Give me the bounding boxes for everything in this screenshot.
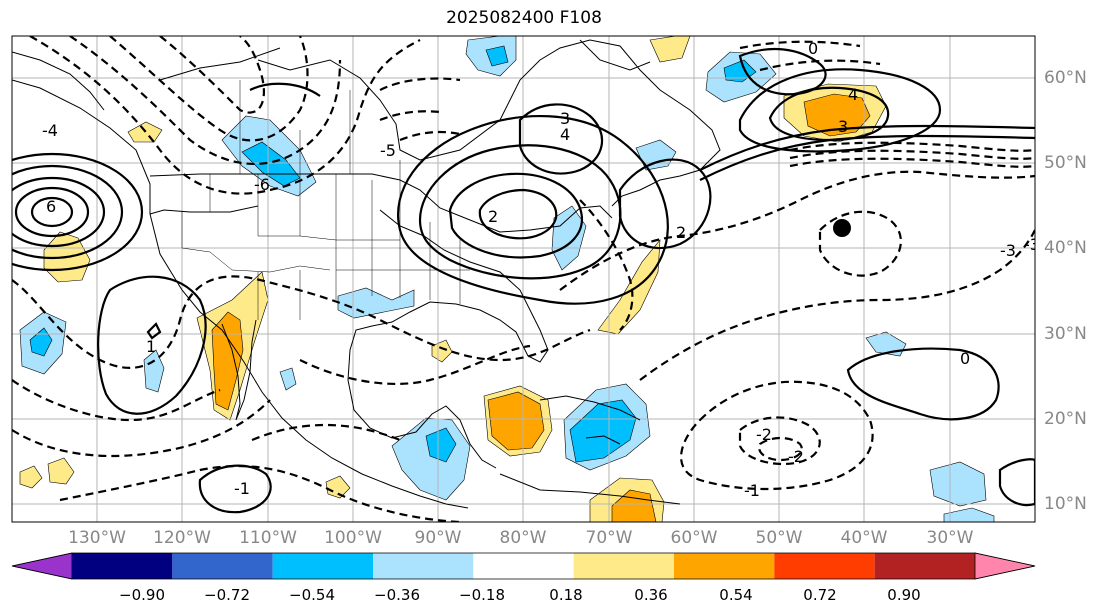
contour-label: 0 [808,39,818,58]
contour-label: -2 [756,425,772,444]
longitude-label: 90°W [414,528,462,548]
contour-label: -1 [234,479,250,498]
colorbar [11,552,1036,580]
latitude-label: 30°N [1044,324,1087,344]
longitude-label: 50°W [755,528,803,548]
shade-blue [569,399,637,463]
longitude-label: 30°W [926,528,974,548]
shade-blue [29,327,53,357]
colorbar-cell [874,553,975,579]
latitude-label: 50°N [1044,153,1087,173]
longitude-label: 120°W [153,528,211,548]
latitude-label: 40°N [1044,238,1087,258]
shade-orange [611,489,657,522]
colorbar-cell [72,553,173,579]
shade-orange [803,93,871,137]
contour-label: 3 [560,109,570,128]
colorbar-cell [473,553,574,579]
shade-blue [485,45,509,67]
colorbar-cell [573,553,674,579]
shade-lightblue [929,461,987,507]
shade-orange [487,391,545,451]
contour-label: 0 [960,349,970,368]
colorbar-tick-label: −0.72 [204,586,250,604]
colorbar-tick-label: 0.72 [803,586,837,604]
longitude-label: 60°W [670,528,718,548]
colorbar-cell [674,553,775,579]
contour-label: -2 [788,447,804,466]
shade-lightblue [551,205,587,271]
shade-yellow [19,465,43,489]
colorbar-cell [272,553,373,579]
shade-yellow [325,475,351,499]
plot-title: 2025082400 F108 [446,8,602,28]
colorbar-tick-label: 0.18 [549,586,583,604]
contour-label: 2 [488,207,498,226]
longitude-label: 80°W [499,528,547,548]
colorbar-cells [11,552,1036,580]
colorbar-cell [774,553,875,579]
colorbar-tick-label: −0.54 [289,586,335,604]
contour-label: -4 [42,121,58,140]
coastlines [12,39,721,509]
contour-labels: 0 -1 -2 -3 -4 -5 -6 -1 -2 -3 0 1 2 3 4 6… [42,39,1040,500]
colorbar-tick-label: −0.18 [459,586,505,604]
colorbar-cell [172,553,273,579]
contour-label: 3 [838,117,848,136]
contour-label: -1 [744,481,760,500]
contour-label: 2 [676,223,686,242]
longitude-label: 70°W [585,528,633,548]
longitude-label: 130°W [68,528,126,548]
contour-label: 1 [146,337,156,356]
shade-orange [211,311,244,411]
colorbar-tick-label: 0.90 [887,586,921,604]
shaded-anomalies [19,36,995,522]
contour-label: -5 [380,141,396,160]
black-dot [833,219,851,237]
contour-label: -3 [1024,235,1040,254]
longitude-label: 110°W [239,528,297,548]
shade-lightblue [943,507,995,522]
longitude-label: 40°W [840,528,888,548]
colorbar-cell [373,553,474,579]
shade-blue [425,427,457,463]
contour-label: 4 [560,125,570,144]
map-figure: 0 -1 -2 -3 -4 -5 -6 -1 -2 -3 0 1 2 3 4 6… [11,35,1040,523]
contour-label: 4 [848,85,858,104]
colorbar-tick-label: −0.36 [374,586,420,604]
latitude-label: 60°N [1044,68,1087,88]
contour-label: -6 [254,175,270,194]
colorbar-extend-low [11,552,73,580]
shade-yellow [431,339,453,363]
latitude-label: 10°N [1044,494,1087,514]
colorbar-tick-label: −0.90 [119,586,165,604]
contour-label: 6 [46,197,56,216]
positive-contours [12,47,1035,514]
shade-yellow [649,36,691,63]
map-frame [11,35,1036,523]
shade-lightblue [279,367,297,391]
colorbar-extend-high [974,552,1036,580]
latitude-label: 20°N [1044,409,1087,429]
shade-yellow [47,457,75,485]
colorbar-frame [11,552,1036,580]
contour-label: -3 [1000,241,1016,260]
shade-lightblue [143,349,165,393]
colorbar-tick-label: 0.54 [719,586,753,604]
longitude-label: 100°W [324,528,382,548]
colorbar-tick-label: 0.36 [634,586,668,604]
